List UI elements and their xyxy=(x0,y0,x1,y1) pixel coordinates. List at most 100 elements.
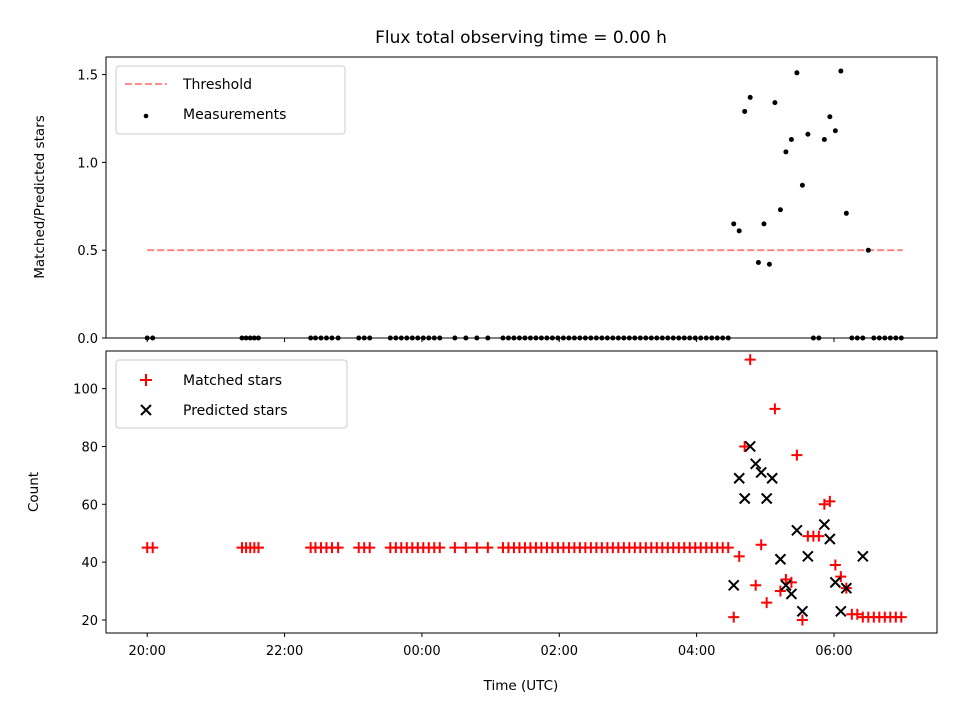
measurement-point xyxy=(893,335,899,341)
x-tick-label: 22:00 xyxy=(266,644,303,659)
matched-star-point xyxy=(761,597,773,609)
measurement-point xyxy=(794,70,800,76)
measurement-point xyxy=(860,335,866,341)
matched-star-point xyxy=(755,539,767,551)
measurement-point xyxy=(367,335,373,341)
measurement-point xyxy=(566,335,572,341)
measurement-point xyxy=(247,335,253,341)
measurement-point xyxy=(643,335,649,341)
measurement-point xyxy=(239,335,245,341)
count-y-tick-label: 40 xyxy=(81,556,98,571)
x-axis-label: Time (UTC) xyxy=(483,678,559,694)
measurement-point xyxy=(610,335,616,341)
measurement-point xyxy=(659,335,665,341)
count-ylabel: Count xyxy=(26,472,42,512)
measurement-point xyxy=(593,335,599,341)
matched-star-point xyxy=(750,579,762,591)
measurement-point xyxy=(887,335,893,341)
measurement-point xyxy=(426,335,432,341)
measurement-point xyxy=(827,114,833,120)
measurement-point xyxy=(698,335,704,341)
measurement-point xyxy=(393,335,399,341)
measurement-point xyxy=(335,335,341,341)
measurement-point xyxy=(736,228,742,234)
count-y-tick-label: 80 xyxy=(81,440,98,455)
measurement-point xyxy=(527,335,533,341)
measurement-point xyxy=(810,335,816,341)
measurement-point xyxy=(420,335,426,341)
measurement-point xyxy=(560,335,566,341)
predicted-star-point xyxy=(818,518,831,531)
measurement-point xyxy=(676,335,682,341)
measurement-point xyxy=(308,335,314,341)
measurement-point xyxy=(533,335,539,341)
measurement-point xyxy=(329,335,335,341)
x-tick-label: 20:00 xyxy=(128,644,165,659)
measurement-point xyxy=(318,335,324,341)
count-legend: Matched stars Predicted stars xyxy=(115,359,348,429)
matched-star-point xyxy=(769,403,781,415)
matched-star-point xyxy=(252,542,264,554)
measurement-point xyxy=(415,335,421,341)
predicted-star-point xyxy=(744,440,756,453)
measurement-point xyxy=(703,335,709,341)
matched-legend-marker xyxy=(140,374,152,386)
measurement-point xyxy=(632,335,638,341)
matched-star-point xyxy=(471,542,483,554)
measurement-point xyxy=(577,335,583,341)
ratio-legend: Threshold Measurements xyxy=(115,65,346,135)
predicted-star-point xyxy=(733,472,745,484)
measurement-point xyxy=(865,247,871,253)
measurement-point xyxy=(742,108,748,114)
measurement-point xyxy=(404,335,410,341)
measurement-point xyxy=(871,335,877,341)
measurement-point xyxy=(725,335,731,341)
measurement-point xyxy=(437,335,443,341)
predicted-star-point xyxy=(824,533,836,545)
measurement-point xyxy=(516,335,522,341)
matched-star-point xyxy=(774,585,786,597)
measurement-point xyxy=(805,131,811,137)
predicted-star-point xyxy=(785,588,798,600)
measurements-legend-marker xyxy=(143,113,149,119)
predicted-star-point xyxy=(791,524,803,537)
measurement-point xyxy=(599,335,605,341)
measurement-point xyxy=(144,335,150,341)
predicted-star-point xyxy=(857,550,869,563)
ratio-y-tick-label: 1.0 xyxy=(77,156,98,171)
threshold-legend-label: Threshold xyxy=(182,77,252,93)
predicted-star-point xyxy=(829,576,842,589)
measurement-point xyxy=(582,335,588,341)
measurement-point xyxy=(898,335,904,341)
matched-star-point xyxy=(895,611,907,623)
matched-star-point xyxy=(733,550,745,562)
measurement-point xyxy=(549,335,555,341)
measurement-point xyxy=(387,335,393,341)
chart-title: Flux total observing time = 0.00 h xyxy=(375,28,667,48)
measurement-point xyxy=(615,335,621,341)
measurement-point xyxy=(838,68,844,74)
measurement-point xyxy=(731,221,737,227)
matched-star-point xyxy=(449,542,461,554)
predicted-star-point xyxy=(738,492,751,505)
measurement-point xyxy=(505,335,511,341)
measurement-point xyxy=(788,137,794,143)
measurement-point xyxy=(243,335,249,341)
measurement-point xyxy=(637,335,643,341)
matched-star-point xyxy=(824,495,836,507)
matched-star-point xyxy=(791,449,803,461)
measurement-point xyxy=(398,335,404,341)
measurement-point xyxy=(463,335,469,341)
matched-star-point xyxy=(482,542,494,554)
measurement-point xyxy=(522,335,528,341)
matched-star-point xyxy=(829,559,841,571)
count-y-tick-label: 60 xyxy=(81,498,98,513)
measurement-point xyxy=(312,335,318,341)
matched-star-point xyxy=(739,440,751,452)
count-y-tick-label: 20 xyxy=(81,614,98,629)
x-tick-label: 00:00 xyxy=(403,644,440,659)
measurement-point xyxy=(720,335,726,341)
measurement-point xyxy=(777,207,783,213)
measurement-point xyxy=(588,335,594,341)
